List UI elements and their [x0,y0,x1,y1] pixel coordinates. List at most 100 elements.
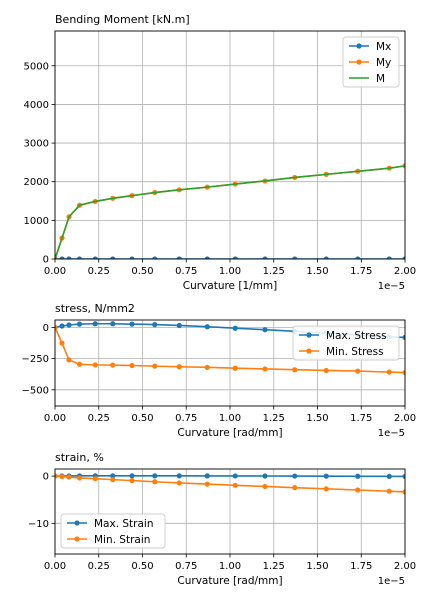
plot-area [55,321,405,376]
data-point-max-strain [232,473,238,479]
chart-1: 0.00 0.25 0.50 0.75 1.00 1.25 1.50 1.75 2.00 0 100… [24,13,417,292]
data-point-min-stress [323,367,329,374]
x-tick-label: 0.00 [44,266,66,277]
plot-area [55,163,405,259]
plot-area [55,473,405,495]
legend-label-min-strain: Min. Strain [94,534,150,546]
legend-label-m: M [376,73,385,85]
legend-box [342,36,400,88]
chart-title: Bending Moment [kN.m] [55,13,190,26]
legend-marker-my [356,59,362,65]
y-tick-label: 5000 [24,61,49,72]
x-tick-label: 0.75 [175,561,197,572]
x-tick-label: 0.50 [131,561,153,572]
data-point-max-stress [59,323,65,329]
y-tick-label: −10 [28,519,49,530]
legend-marker-min-strain [74,536,80,542]
legend-marker-mx [356,43,362,49]
x-axis-label: Curvature [rad/mm] [177,575,282,587]
data-point-min-strain [152,479,158,485]
data-point-min-stress [59,340,65,346]
data-point-min-strain [110,477,116,483]
x-axis-label: Curvature [1/mm] [183,280,277,292]
y-tick-label: 4000 [24,100,49,111]
x-axis-label: Curvature [rad/mm] [177,427,282,439]
data-point-max-strain [386,473,392,479]
data-point-max-stress [152,322,158,328]
x-tick-label: 0.50 [131,413,153,424]
legend-marker-max-strain [74,520,80,526]
x-tick-label: 1.00 [219,561,241,572]
data-point-max-strain [323,473,329,479]
x-tick-label: 1.00 [219,413,241,424]
data-point-min-strain [66,474,72,480]
data-point-min-stress [176,364,182,370]
y-tick-label: −250 [22,354,49,365]
x-tick-label: 0.00 [44,561,66,572]
data-point-max-stress [76,321,83,327]
legend-label-mx: Mx [376,41,391,53]
x-tick-label: 2.00 [394,561,416,572]
chart-3: 0.00 0.25 0.50 0.75 1.00 1.25 1.50 1.75 2.00 0 −10… [28,451,416,587]
data-point-max-stress [110,321,116,327]
legend-label-min-stress: Min. Stress [326,346,384,358]
legend: Max. Stress Min. Stress [292,325,400,361]
x-tick-label: 2.00 [394,266,416,277]
legend-marker-min-stress [306,348,312,354]
data-point-max-stress [66,322,72,328]
data-point-max-strain [110,473,116,479]
x-tick-label: 0.75 [175,413,197,424]
x-tick-label: 1.50 [306,561,328,572]
data-point-min-strain [59,473,65,480]
data-point-mx [323,256,329,259]
data-point-mx [92,256,98,259]
data-point-mx [262,256,268,259]
data-point-max-stress [232,325,238,331]
data-point-min-stress [262,366,268,372]
data-point-min-stress [152,363,158,369]
y-tick-label: 1000 [24,216,49,227]
x-tick-label: 0.00 [44,413,66,424]
data-point-min-strain [176,480,182,486]
data-point-max-strain [152,473,158,479]
data-point-min-stress [402,369,405,376]
legend: Max. Strain Min. Strain [60,513,166,549]
data-point-mx [129,256,135,259]
data-point-max-stress [129,321,135,327]
data-point-max-strain [129,473,135,479]
legend-box [292,325,400,361]
data-point-min-strain [292,485,298,491]
data-point-mx [386,256,392,259]
series-line-m [55,165,405,259]
data-point-mx [402,256,405,259]
data-point-max-strain [292,473,298,479]
x-tick-label: 2.00 [394,413,416,424]
y-tick-label: −500 [22,385,49,396]
data-point-min-stress [66,357,72,363]
data-point-max-strain [355,473,361,479]
data-point-mx [176,256,182,259]
x-tick-label: 1.50 [306,266,328,277]
data-point-max-strain [204,473,210,479]
data-point-min-stress [386,369,392,375]
data-point-min-strain [204,481,210,487]
x-tick-label: 1.75 [350,266,372,277]
data-point-min-stress [76,361,83,367]
data-point-max-stress [402,334,405,341]
data-point-min-stress [110,362,116,368]
chart-title: stress, N/mm2 [55,302,135,315]
data-point-min-strain [92,476,98,482]
data-point-max-strain [262,473,268,479]
legend-label-max-strain: Max. Strain [94,518,154,530]
x-tick-label: 1.00 [219,266,241,277]
legend-label-max-stress: Max. Stress [326,330,387,342]
series-line-max-strain [55,475,405,478]
x-axis-offset-label: 1e−5 [378,281,405,292]
data-point-min-strain [402,489,405,495]
data-point-min-strain [129,477,135,484]
x-tick-label: 1.75 [350,561,372,572]
data-point-mx [152,256,158,259]
x-axis-offset-label: 1e−5 [378,576,405,587]
data-point-max-stress [204,324,210,330]
chart-2: 0.00 0.25 0.50 0.75 1.00 1.25 1.50 1.75 2.00 0 −25… [22,302,417,439]
